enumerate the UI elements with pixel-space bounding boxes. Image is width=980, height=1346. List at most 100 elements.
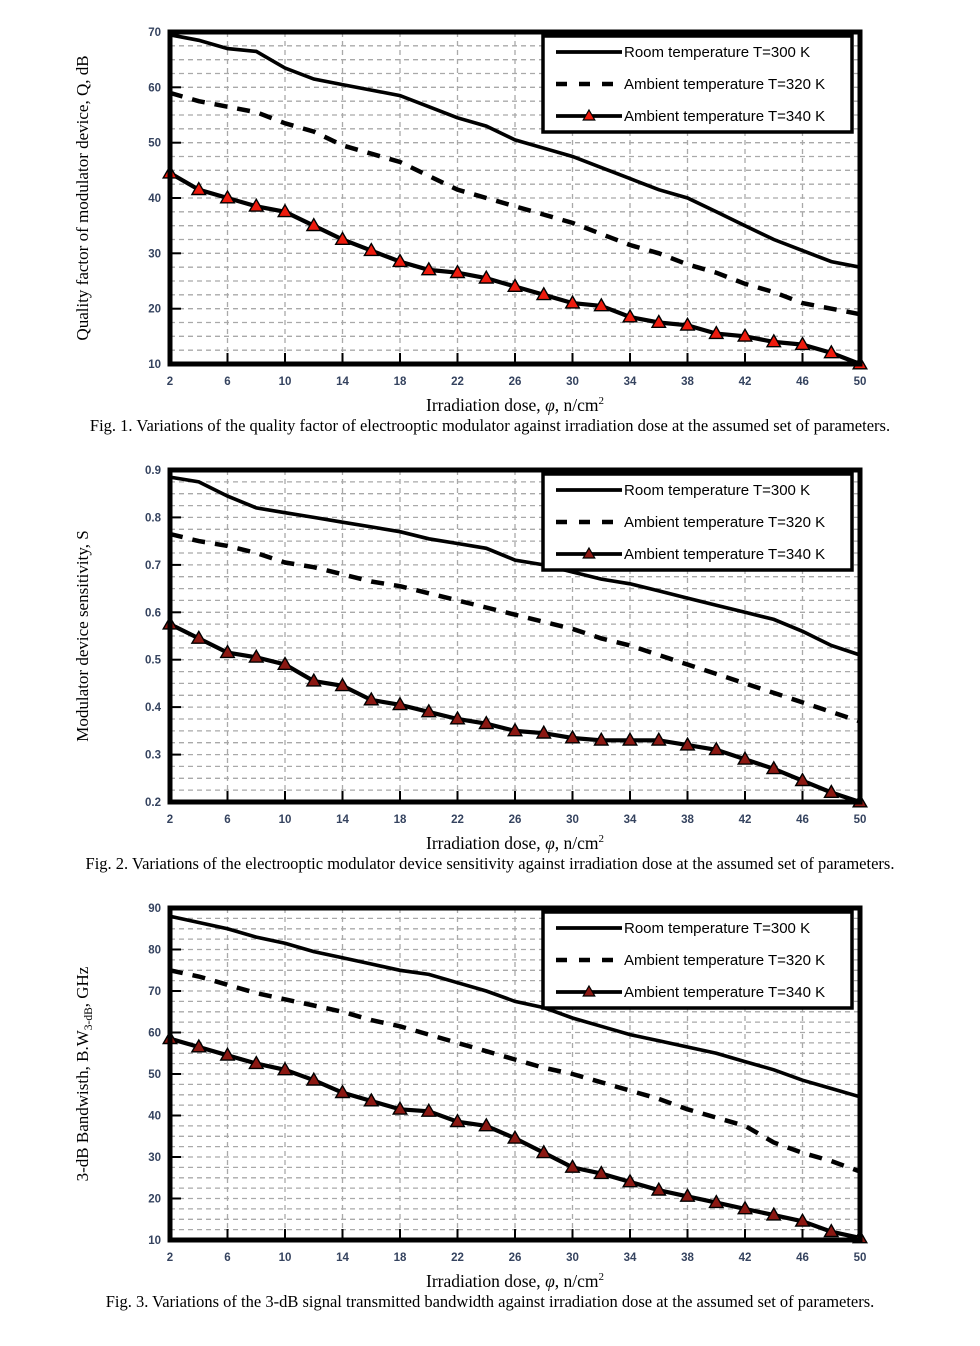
y-tick-label: 20 — [148, 304, 161, 316]
triangle-marker — [305, 1071, 322, 1086]
legend: Room temperature T=300 K Ambient temperat… — [541, 472, 854, 572]
legend-label: Ambient temperature T=320 K — [624, 514, 825, 531]
y-tick-label: 70 — [148, 986, 161, 998]
triangle-marker — [478, 715, 495, 730]
triangle-marker — [478, 269, 495, 284]
legend-label: Room temperature T=300 K — [624, 920, 810, 937]
x-tick-label: 46 — [796, 814, 809, 826]
y-tick-label: 0.8 — [145, 512, 162, 524]
y-axis-title: Quality factor of modulator device, Q, d… — [73, 55, 92, 340]
legend-label: Ambient temperature T=320 K — [624, 952, 825, 969]
y-tick-label: 0.4 — [145, 702, 162, 714]
triangle-marker — [506, 722, 524, 737]
x-tick-label: 18 — [394, 1252, 407, 1264]
y-tick-label: 30 — [148, 248, 161, 260]
triangle-marker — [593, 1165, 610, 1180]
y-tick-label: 10 — [148, 1235, 161, 1247]
figure-2-caption: Fig. 2. Variations of the electrooptic m… — [85, 854, 895, 873]
triangle-marker — [248, 648, 265, 663]
series-line-0 — [169, 914, 861, 1099]
x-tick-label: 10 — [279, 1252, 292, 1264]
x-tick-label: 38 — [681, 814, 694, 826]
figure-3-caption: Fig. 3. Variations of the 3-dB signal tr… — [105, 1292, 875, 1311]
series-line-0 — [169, 475, 861, 657]
triangle-marker — [334, 677, 351, 692]
x-tick-label: 22 — [451, 814, 464, 826]
triangle-marker — [535, 724, 552, 739]
y-tick-label: 50 — [148, 138, 161, 150]
x-tick-label: 42 — [739, 814, 752, 826]
x-tick-label: 38 — [681, 376, 694, 388]
y-tick-label: 0.6 — [145, 607, 161, 619]
figure-1-caption: Fig. 1. Variations of the quality factor… — [89, 416, 891, 435]
triangle-marker — [794, 772, 811, 787]
triangle-marker — [679, 316, 696, 331]
triangle-marker — [823, 784, 840, 798]
triangle-marker — [334, 231, 351, 245]
triangle-marker — [593, 731, 610, 746]
x-tick-label: 50 — [854, 814, 867, 826]
plot-frame — [167, 905, 863, 1243]
triangle-marker — [679, 736, 696, 751]
x-tick-label: 34 — [624, 814, 637, 826]
y-tick-label: 0.5 — [145, 655, 162, 667]
y-tick-label: 60 — [148, 1028, 161, 1040]
triangle-marker — [736, 1200, 754, 1215]
y-tick-label: 40 — [148, 1111, 161, 1123]
y-tick-label: 0.7 — [145, 560, 161, 572]
x-tick-label: 14 — [336, 1252, 349, 1264]
x-tick-label: 42 — [739, 1252, 752, 1264]
y-tick-label: 80 — [148, 945, 161, 957]
legend-label: Room temperature T=300 K — [624, 482, 810, 499]
x-axis-label-superscript: 2 — [598, 1271, 605, 1283]
triangle-marker — [219, 189, 236, 204]
triangle-marker — [564, 1158, 581, 1173]
triangle-marker — [219, 1046, 236, 1061]
plot-frame — [167, 467, 863, 805]
triangle-marker — [621, 308, 639, 323]
y-axis-title: 3-dB Bandwisth, B.W3-dB, GHz — [73, 966, 95, 1181]
chart-2-canvas: 2 6 10 14 18 22 26 30 34 38 42 46 500.20.30.40.50.60… — [73, 465, 869, 826]
triangle-marker — [363, 1092, 380, 1107]
chart-3-canvas: 2 6 10 14 18 22 26 30 34 38 42 46 501020304050607080… — [73, 903, 869, 1264]
chart-1-canvas: 2 6 10 14 18 22 26 30 34 38 42 46 5010203040506070Qu… — [73, 27, 869, 388]
triangle-marker — [765, 1206, 782, 1221]
plot-frame — [167, 29, 863, 367]
x-tick-label: 30 — [566, 1252, 579, 1264]
x-tick-label: 14 — [336, 376, 349, 388]
legend-triangle-marker — [582, 108, 596, 121]
triangle-marker — [276, 1061, 294, 1076]
series-line-1 — [169, 531, 861, 724]
x-tick-label: 2 — [167, 1252, 173, 1264]
triangle-marker — [449, 264, 466, 279]
figure-1: 2 6 10 14 18 22 26 30 34 38 42 46 50 10 20 30 40 50 60 70 Qu… — [0, 24, 980, 438]
x-axis-label-text: , n/cm — [554, 832, 599, 853]
triangle-marker — [334, 1084, 351, 1099]
triangle-marker — [449, 710, 466, 725]
y-tick-label: 90 — [148, 903, 161, 915]
triangle-marker — [535, 1144, 552, 1159]
y-tick-label: 20 — [148, 1194, 161, 1206]
triangle-marker — [650, 314, 667, 328]
triangle-marker — [650, 1181, 667, 1196]
y-tick-label: 0.3 — [145, 750, 161, 762]
triangle-marker — [248, 1055, 265, 1070]
y-tick-label: 60 — [148, 82, 161, 94]
x-tick-label: 22 — [451, 1252, 464, 1264]
legend-label: Ambient temperature T=320 K — [624, 76, 825, 93]
series-line-0 — [169, 33, 861, 269]
y-tick-label: 10 — [148, 359, 161, 371]
triangle-marker — [593, 297, 610, 312]
phi-symbol: φ — [545, 394, 555, 415]
triangle-marker — [391, 1100, 409, 1115]
x-tick-label: 46 — [796, 1252, 809, 1264]
x-tick-label: 26 — [509, 814, 522, 826]
triangle-marker — [765, 760, 782, 775]
x-tick-label: 18 — [394, 814, 407, 826]
triangle-marker — [363, 691, 380, 706]
triangle-marker — [391, 253, 409, 268]
x-axis-label-3: Irradiation dose, φ, n/cm2 — [25, 1264, 980, 1292]
y-axis-title: Modulator device sensitivity, S — [73, 530, 92, 741]
y-tick-label: 0.9 — [145, 465, 161, 477]
document-page: 2 6 10 14 18 22 26 30 34 38 42 46 50 10 20 30 40 50 60 70 Qu… — [0, 24, 980, 1311]
